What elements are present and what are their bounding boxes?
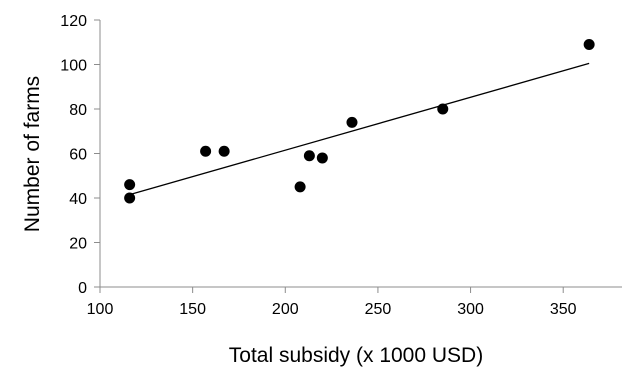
data-point [437, 103, 449, 115]
x-tick-label: 150 [179, 301, 206, 318]
x-tick-label: 200 [272, 301, 299, 318]
data-point [294, 181, 306, 193]
data-point [316, 152, 328, 164]
y-tick-label: 120 [60, 13, 87, 30]
data-point [583, 38, 595, 50]
data-point [218, 145, 230, 157]
x-tick-label: 350 [550, 301, 577, 318]
y-axis-label: Number of farms [21, 76, 44, 232]
data-point [346, 116, 358, 128]
data-point [303, 150, 315, 162]
data-point [200, 145, 212, 157]
x-tick-label: 100 [87, 301, 114, 318]
y-tick-label: 100 [60, 58, 87, 75]
y-tick-label: 80 [69, 102, 87, 119]
y-tick-label: 60 [69, 147, 87, 164]
data-points [124, 38, 595, 204]
y-tick-label: 40 [69, 191, 87, 208]
data-point [124, 192, 136, 204]
y-tick-label: 0 [78, 280, 87, 297]
data-point [124, 179, 136, 191]
trendline [129, 62, 590, 196]
trendline-group [129, 62, 590, 196]
x-tick-label: 300 [457, 301, 484, 318]
axes: 0 20 40 60 80 100 120 100 150 200 250 300 350 [60, 13, 622, 318]
x-tick-label: 250 [365, 301, 392, 318]
x-axis-label: Total subsidy (x 1000 USD) [229, 344, 483, 367]
y-tick-label: 20 [69, 236, 87, 253]
